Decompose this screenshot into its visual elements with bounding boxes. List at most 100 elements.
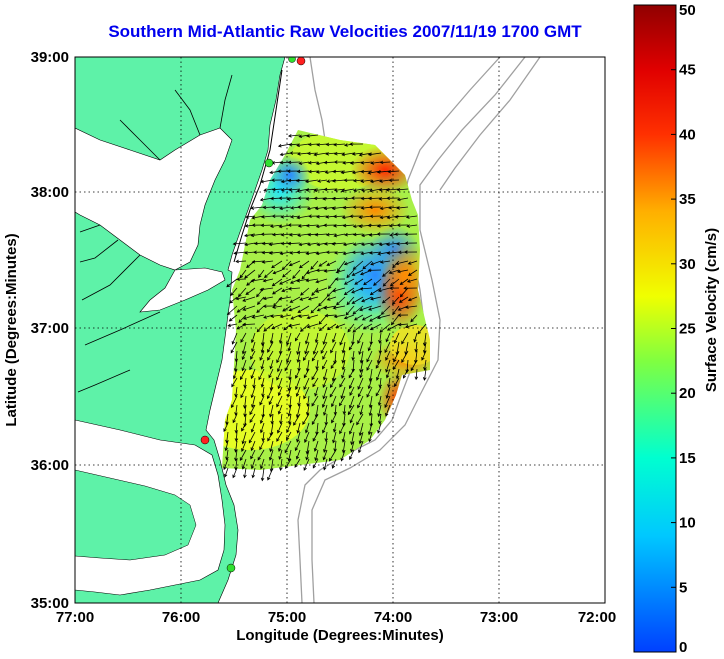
velocity-arrow [333,314,346,319]
velocity-arrow [340,449,346,462]
velocity-arrow [258,269,265,278]
velocity-arrow [346,296,355,306]
velocity-arrow [261,431,266,442]
velocity-arrow [304,332,310,345]
velocity-arrow [259,413,265,424]
velocity-arrow [280,215,292,219]
velocity-arrow [327,278,337,290]
velocity-arrow [410,314,418,323]
velocity-arrow [250,422,256,433]
velocity-arrow [228,314,238,322]
velocity-arrow [269,359,274,370]
velocity-arrow [324,313,337,318]
velocity-arrow [413,332,418,343]
velocity-arrow [260,458,265,470]
colorbar-tick-label: 40 [679,126,696,143]
velocity-arrow [377,404,382,418]
velocity-arrow [277,377,283,390]
velocity-arrow [396,206,409,210]
velocity-arrow [352,305,364,315]
x-tick-label: 72:00 [578,609,616,626]
velocity-arrow [295,404,301,419]
velocity-arrow [385,359,391,373]
velocity-arrow [261,260,274,264]
velocity-arrow [405,215,418,219]
velocity-arrow [251,395,256,409]
velocity-arrow [369,179,382,184]
velocity-arrow [251,260,265,264]
velocity-arrow [398,296,409,303]
velocity-arrow [392,359,400,371]
velocity-arrow [354,278,364,285]
velocity-arrow [349,142,364,146]
velocity-arrow [288,232,301,237]
velocity-arrow [377,422,382,434]
velocity-arrow [278,332,283,345]
velocity-arrow [348,422,355,435]
velocity-arrow [331,179,346,183]
velocity-arrow [423,359,427,371]
velocity-arrow [260,223,274,228]
velocity-arrow [379,323,391,333]
velocity-arrow [351,170,364,175]
velocity-arrow [249,359,256,371]
y-tick-label: 37:00 [31,320,69,337]
velocity-arrow [279,458,283,472]
velocity-arrow [296,169,310,174]
velocity-arrow [296,143,310,148]
plot-frame [74,56,606,604]
velocity-arrow [376,170,391,174]
velocity-arrow [304,341,310,355]
velocity-arrow [259,287,274,292]
velocity-arrow [298,242,310,247]
velocity-arrow [352,260,364,270]
velocity-arrow [288,142,301,147]
velocity-arrow [318,314,328,325]
velocity-arrow [357,386,364,398]
velocity-arrow [350,431,355,446]
velocity-arrow [322,449,328,461]
sound-land [75,469,197,561]
velocity-arrow [241,422,247,432]
velocity-arrow [316,242,328,247]
velocity-arrow [267,431,274,442]
velocity-arrow [301,269,310,280]
velocity-arrow [379,160,391,165]
velocity-arrow [359,404,364,416]
velocity-arrow [368,404,373,417]
velocity-arrow [369,323,382,331]
velocity-arrow [250,278,265,283]
velocity-arrow [271,178,283,182]
velocity-arrow [315,251,328,256]
velocity-arrow [299,296,310,301]
velocity-arrow [385,368,391,379]
velocity-arrow [331,458,337,469]
barrier-islands [233,69,283,263]
velocity-arrow [269,440,274,453]
velocity-arrow [361,296,373,303]
velocity-arrow [324,431,329,443]
velocity-arrow [250,440,256,452]
velocity-arrow [393,350,400,363]
velocity-arrow [325,232,337,237]
velocity-arrow [268,395,274,406]
velocity-arrow [244,269,256,279]
velocity-arrow [227,323,238,328]
velocity-arrow [358,440,364,454]
velocity-arrow [303,377,310,391]
velocity-arrow [263,314,274,319]
velocity-arrow [311,350,319,362]
velocity-arrow [231,377,238,388]
velocity-arrow [262,278,274,283]
velocity-arrow [243,377,247,389]
velocity-arrow [388,269,400,275]
velocity-arrow [385,386,391,399]
velocity-arrow [235,259,247,264]
velocity-arrow [316,214,328,219]
velocity-arrow [234,431,239,442]
velocity-arrow [296,278,310,283]
velocity-arrow [244,250,256,255]
velocity-arrow [279,251,292,256]
velocity-arrow [348,341,355,351]
